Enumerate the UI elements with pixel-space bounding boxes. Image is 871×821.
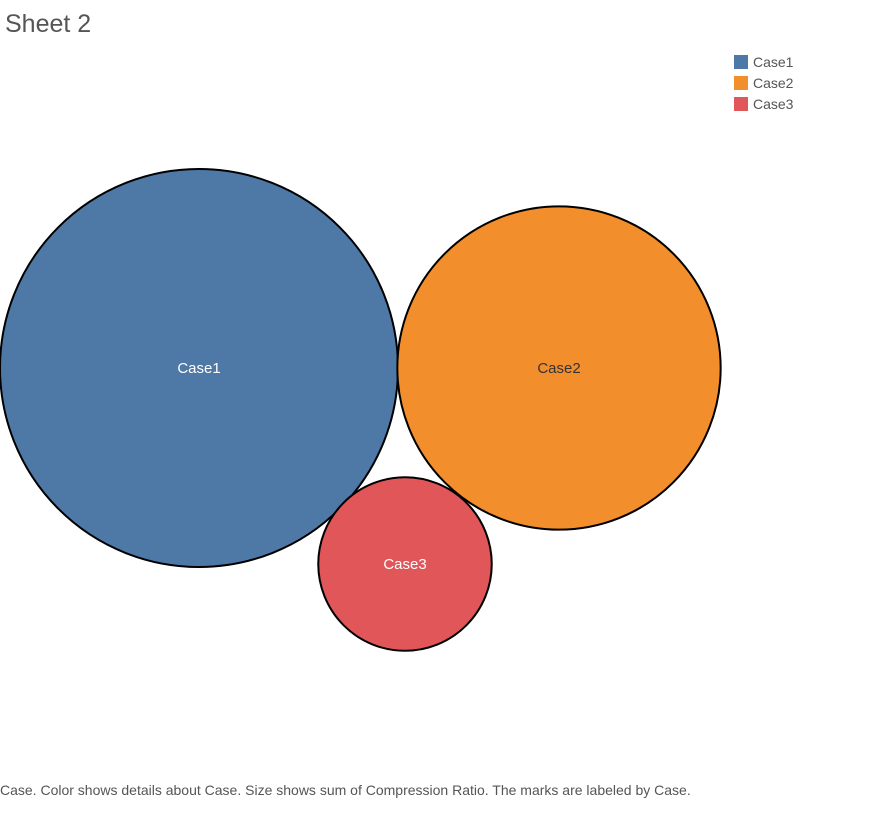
bubble-case3[interactable] [317, 476, 493, 652]
legend-label-case3: Case3 [753, 95, 794, 112]
legend-item-case3[interactable]: Case3 [734, 93, 793, 114]
legend-item-case1[interactable]: Case1 [734, 51, 793, 72]
legend: Case1 Case2 Case3 [734, 51, 793, 114]
sheet-title: Sheet 2 [5, 10, 92, 38]
legend-label-case1: Case1 [753, 53, 794, 70]
bubble-label-case3: Case3 [383, 556, 426, 573]
legend-swatch-case2 [734, 75, 748, 90]
chart-caption: Case. Color shows details about Case. Si… [0, 782, 691, 798]
legend-item-case2[interactable]: Case2 [734, 72, 793, 93]
bubble-case2[interactable] [396, 205, 722, 531]
legend-swatch-case1 [734, 54, 748, 69]
bubble-chart: Case1 Case2 Case3 [0, 168, 722, 652]
legend-label-case2: Case2 [753, 74, 794, 91]
legend-swatch-case3 [734, 96, 748, 111]
bubble-label-case1: Case1 [177, 360, 220, 377]
bubble-label-case2: Case2 [537, 360, 580, 377]
